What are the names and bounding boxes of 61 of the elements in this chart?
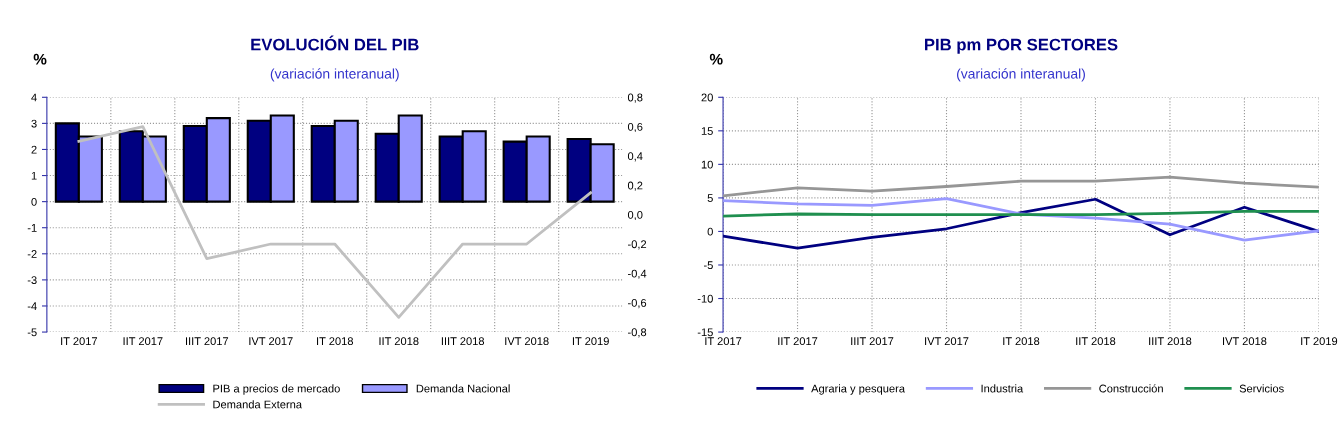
line-series xyxy=(723,197,1319,250)
x-tick-label: IT 2017 xyxy=(61,337,98,346)
line-series xyxy=(77,125,593,319)
x-tick-label: IT 2017 xyxy=(705,337,742,346)
y-tick-label: 20 xyxy=(701,93,713,102)
x-tick-label: IT 2019 xyxy=(572,337,609,346)
y-tick-label: 2 xyxy=(31,145,37,154)
legend-label: Servicios xyxy=(1239,384,1284,393)
chart-title: PIB pm POR SECTORES xyxy=(925,38,1118,54)
y2-tick-label: -0,2 xyxy=(627,240,647,250)
y-tick-label: 0 xyxy=(31,197,37,206)
y-tick-label: 10 xyxy=(701,160,713,169)
y-tick-label: -1 xyxy=(27,224,37,232)
y-tick-label: 5 xyxy=(707,194,713,203)
y2-tick-label: 0,8 xyxy=(627,93,643,103)
legend-label: PIB a precios de mercado xyxy=(213,384,340,395)
x-tick-label: IIIT 2017 xyxy=(851,337,894,346)
y2-tick-label: 0,4 xyxy=(627,152,643,162)
y2-tick-label: -0,6 xyxy=(627,298,647,309)
x-tick-label: IVT 2018 xyxy=(505,337,549,346)
x-tick-label: IT 2019 xyxy=(1301,337,1338,346)
x-tick-label: IIT 2017 xyxy=(123,337,163,346)
legend-label: Agraria y pesquera xyxy=(811,384,905,395)
y-tick-label: -4 xyxy=(27,302,37,310)
x-tick-label: IT 2018 xyxy=(1003,337,1040,346)
chart-title: EVOLUCIÓN DEL PIB xyxy=(251,35,419,51)
y-tick-label: -10 xyxy=(697,294,713,303)
y-tick-label: -15 xyxy=(697,328,713,337)
y-tick-label: 3 xyxy=(31,119,37,128)
x-tick-label: IVT 2018 xyxy=(1223,337,1267,346)
y-tick-label: 1 xyxy=(31,171,37,180)
x-tick-label: IVT 2017 xyxy=(925,337,969,346)
y-tick-label: 15 xyxy=(701,127,713,135)
y2-tick-label: 0,6 xyxy=(627,122,643,133)
x-tick-label: IIIT 2018 xyxy=(1149,337,1192,346)
y-tick-label: 4 xyxy=(31,93,37,102)
chart-subtitle: (variación interanual) xyxy=(270,68,399,82)
y2-tick-label: 0,2 xyxy=(627,181,643,191)
x-tick-label: IIIT 2017 xyxy=(186,337,229,346)
x-tick-label: IVT 2017 xyxy=(249,337,293,346)
y2-tick-label: -0,8 xyxy=(627,328,647,338)
legend-label: Construcción xyxy=(1099,384,1163,393)
line-series xyxy=(723,197,1319,242)
y2-tick-label: 0,0 xyxy=(627,210,643,221)
legend-label: Industria xyxy=(981,384,1024,393)
y-axis-title: % xyxy=(33,53,47,65)
x-tick-label: IIIT 2018 xyxy=(441,337,485,346)
x-tick-label: IIT 2018 xyxy=(1076,337,1116,346)
y-tick-label: -2 xyxy=(27,250,37,258)
y-axis-title: % xyxy=(709,53,723,65)
legend-label: Demanda Nacional xyxy=(416,384,510,393)
y2-tick-label: -0,4 xyxy=(627,269,647,279)
legend-label: Demanda Externa xyxy=(213,400,303,409)
x-tick-label: IIT 2017 xyxy=(778,337,818,346)
y-tick-label: 0 xyxy=(707,227,713,236)
chart-subtitle: (variación interanual) xyxy=(957,68,1085,82)
x-tick-label: IIT 2018 xyxy=(379,337,419,346)
y-tick-label: -3 xyxy=(27,276,37,285)
y-tick-label: -5 xyxy=(703,261,713,270)
y-tick-label: -5 xyxy=(27,328,37,337)
x-tick-label: IT 2018 xyxy=(317,337,354,346)
